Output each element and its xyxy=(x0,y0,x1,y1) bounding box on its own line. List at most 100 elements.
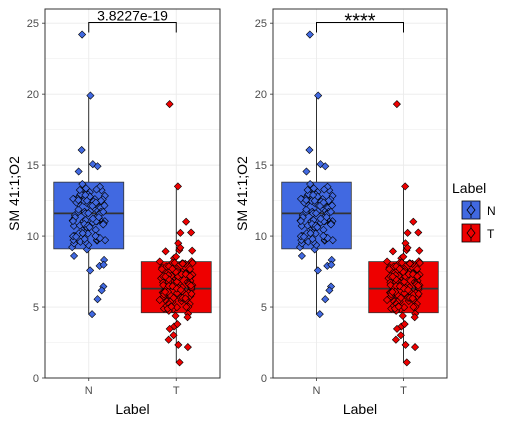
data-point xyxy=(170,258,179,267)
legend-item-n: N xyxy=(461,200,496,220)
data-point xyxy=(314,91,323,100)
data-point xyxy=(395,282,404,291)
data-point xyxy=(320,185,329,194)
data-point xyxy=(176,243,185,252)
data-point xyxy=(311,209,321,218)
x-tick-label: N xyxy=(313,385,321,397)
data-point xyxy=(392,324,402,333)
data-point xyxy=(324,196,333,205)
data-point xyxy=(188,246,197,255)
data-point xyxy=(84,209,93,218)
data-point xyxy=(174,340,183,349)
data-point xyxy=(77,145,86,155)
legend-label-n: N xyxy=(487,204,496,218)
y-tick-label: 0 xyxy=(33,373,39,385)
data-point xyxy=(388,272,397,281)
data-point xyxy=(159,281,168,290)
data-point xyxy=(172,284,181,293)
data-point xyxy=(319,198,328,207)
data-point xyxy=(181,294,190,303)
data-point xyxy=(396,331,405,340)
box-t xyxy=(368,100,439,367)
data-point xyxy=(388,247,397,256)
data-point xyxy=(409,302,418,311)
data-point xyxy=(173,182,182,191)
data-point xyxy=(167,302,176,311)
data-point xyxy=(398,311,407,320)
y-axis-title: SM 41:1;O2 xyxy=(234,156,250,231)
data-point xyxy=(86,266,95,275)
data-point xyxy=(392,262,401,271)
legend-title: Label xyxy=(452,180,486,196)
data-point xyxy=(182,217,191,226)
data-point xyxy=(413,272,422,281)
data-point xyxy=(94,213,103,222)
data-point xyxy=(99,220,108,229)
data-point xyxy=(85,223,94,232)
data-point xyxy=(88,310,97,319)
y-tick-label: 10 xyxy=(255,231,267,243)
data-point xyxy=(321,162,330,171)
data-point xyxy=(306,229,315,238)
x-tick-label: T xyxy=(173,385,180,397)
legend-item-t: T xyxy=(461,223,495,243)
data-point xyxy=(400,320,409,329)
data-point xyxy=(164,335,173,344)
data-point xyxy=(302,205,311,214)
left-boxplot-panel: 0 5 10 15 20 25 N T Label SM 41:1;O2 3.8227e-19 xyxy=(6,8,221,417)
data-point xyxy=(411,343,420,352)
data-point xyxy=(397,258,406,267)
legend-key-n-point xyxy=(466,204,476,216)
data-point xyxy=(96,196,106,205)
panel-border xyxy=(272,8,448,379)
data-point xyxy=(178,259,187,268)
data-point xyxy=(78,180,87,189)
data-point xyxy=(385,265,394,274)
right-boxplot-panel: 0 5 10 15 20 25 N T Label SM 41:1;O2 **** xyxy=(234,8,448,417)
y-tick-label: 20 xyxy=(255,89,267,101)
data-point xyxy=(80,235,89,244)
data-point xyxy=(161,287,170,296)
data-point xyxy=(409,217,418,226)
data-point xyxy=(402,358,411,367)
data-point xyxy=(414,281,423,290)
x-axis-title: Label xyxy=(343,401,377,417)
data-point xyxy=(78,30,87,39)
data-point xyxy=(91,198,100,207)
significance-bracket: **** xyxy=(316,11,404,33)
data-point xyxy=(410,313,419,322)
data-point xyxy=(164,262,173,271)
data-point xyxy=(169,331,178,340)
data-point xyxy=(313,223,322,232)
data-point xyxy=(181,270,190,279)
panel-border xyxy=(44,8,221,379)
data-point xyxy=(403,228,412,237)
y-tick-label: 10 xyxy=(27,231,39,243)
data-point xyxy=(401,340,410,349)
legend-label-t: T xyxy=(487,227,495,241)
y-tick-label: 20 xyxy=(27,89,39,101)
data-point xyxy=(296,216,305,226)
data-point xyxy=(91,231,100,240)
x-tick-label: T xyxy=(400,385,407,397)
data-point xyxy=(386,281,395,290)
data-point xyxy=(394,302,403,311)
data-point xyxy=(155,257,164,266)
legend: Label N T xyxy=(452,180,496,243)
y-tick-label: 25 xyxy=(255,18,267,30)
data-point xyxy=(165,100,174,109)
data-point xyxy=(68,216,78,226)
y-tick-label: 25 xyxy=(27,18,39,30)
data-point xyxy=(415,258,424,268)
data-point xyxy=(302,196,311,205)
data-point xyxy=(415,246,424,255)
data-point xyxy=(187,289,196,298)
significance-label: **** xyxy=(344,11,375,33)
data-point xyxy=(326,220,335,229)
data-point xyxy=(187,228,196,237)
data-point xyxy=(93,162,102,171)
data-point xyxy=(188,258,197,268)
y-tick-label: 15 xyxy=(255,160,267,172)
box-t xyxy=(140,100,212,367)
